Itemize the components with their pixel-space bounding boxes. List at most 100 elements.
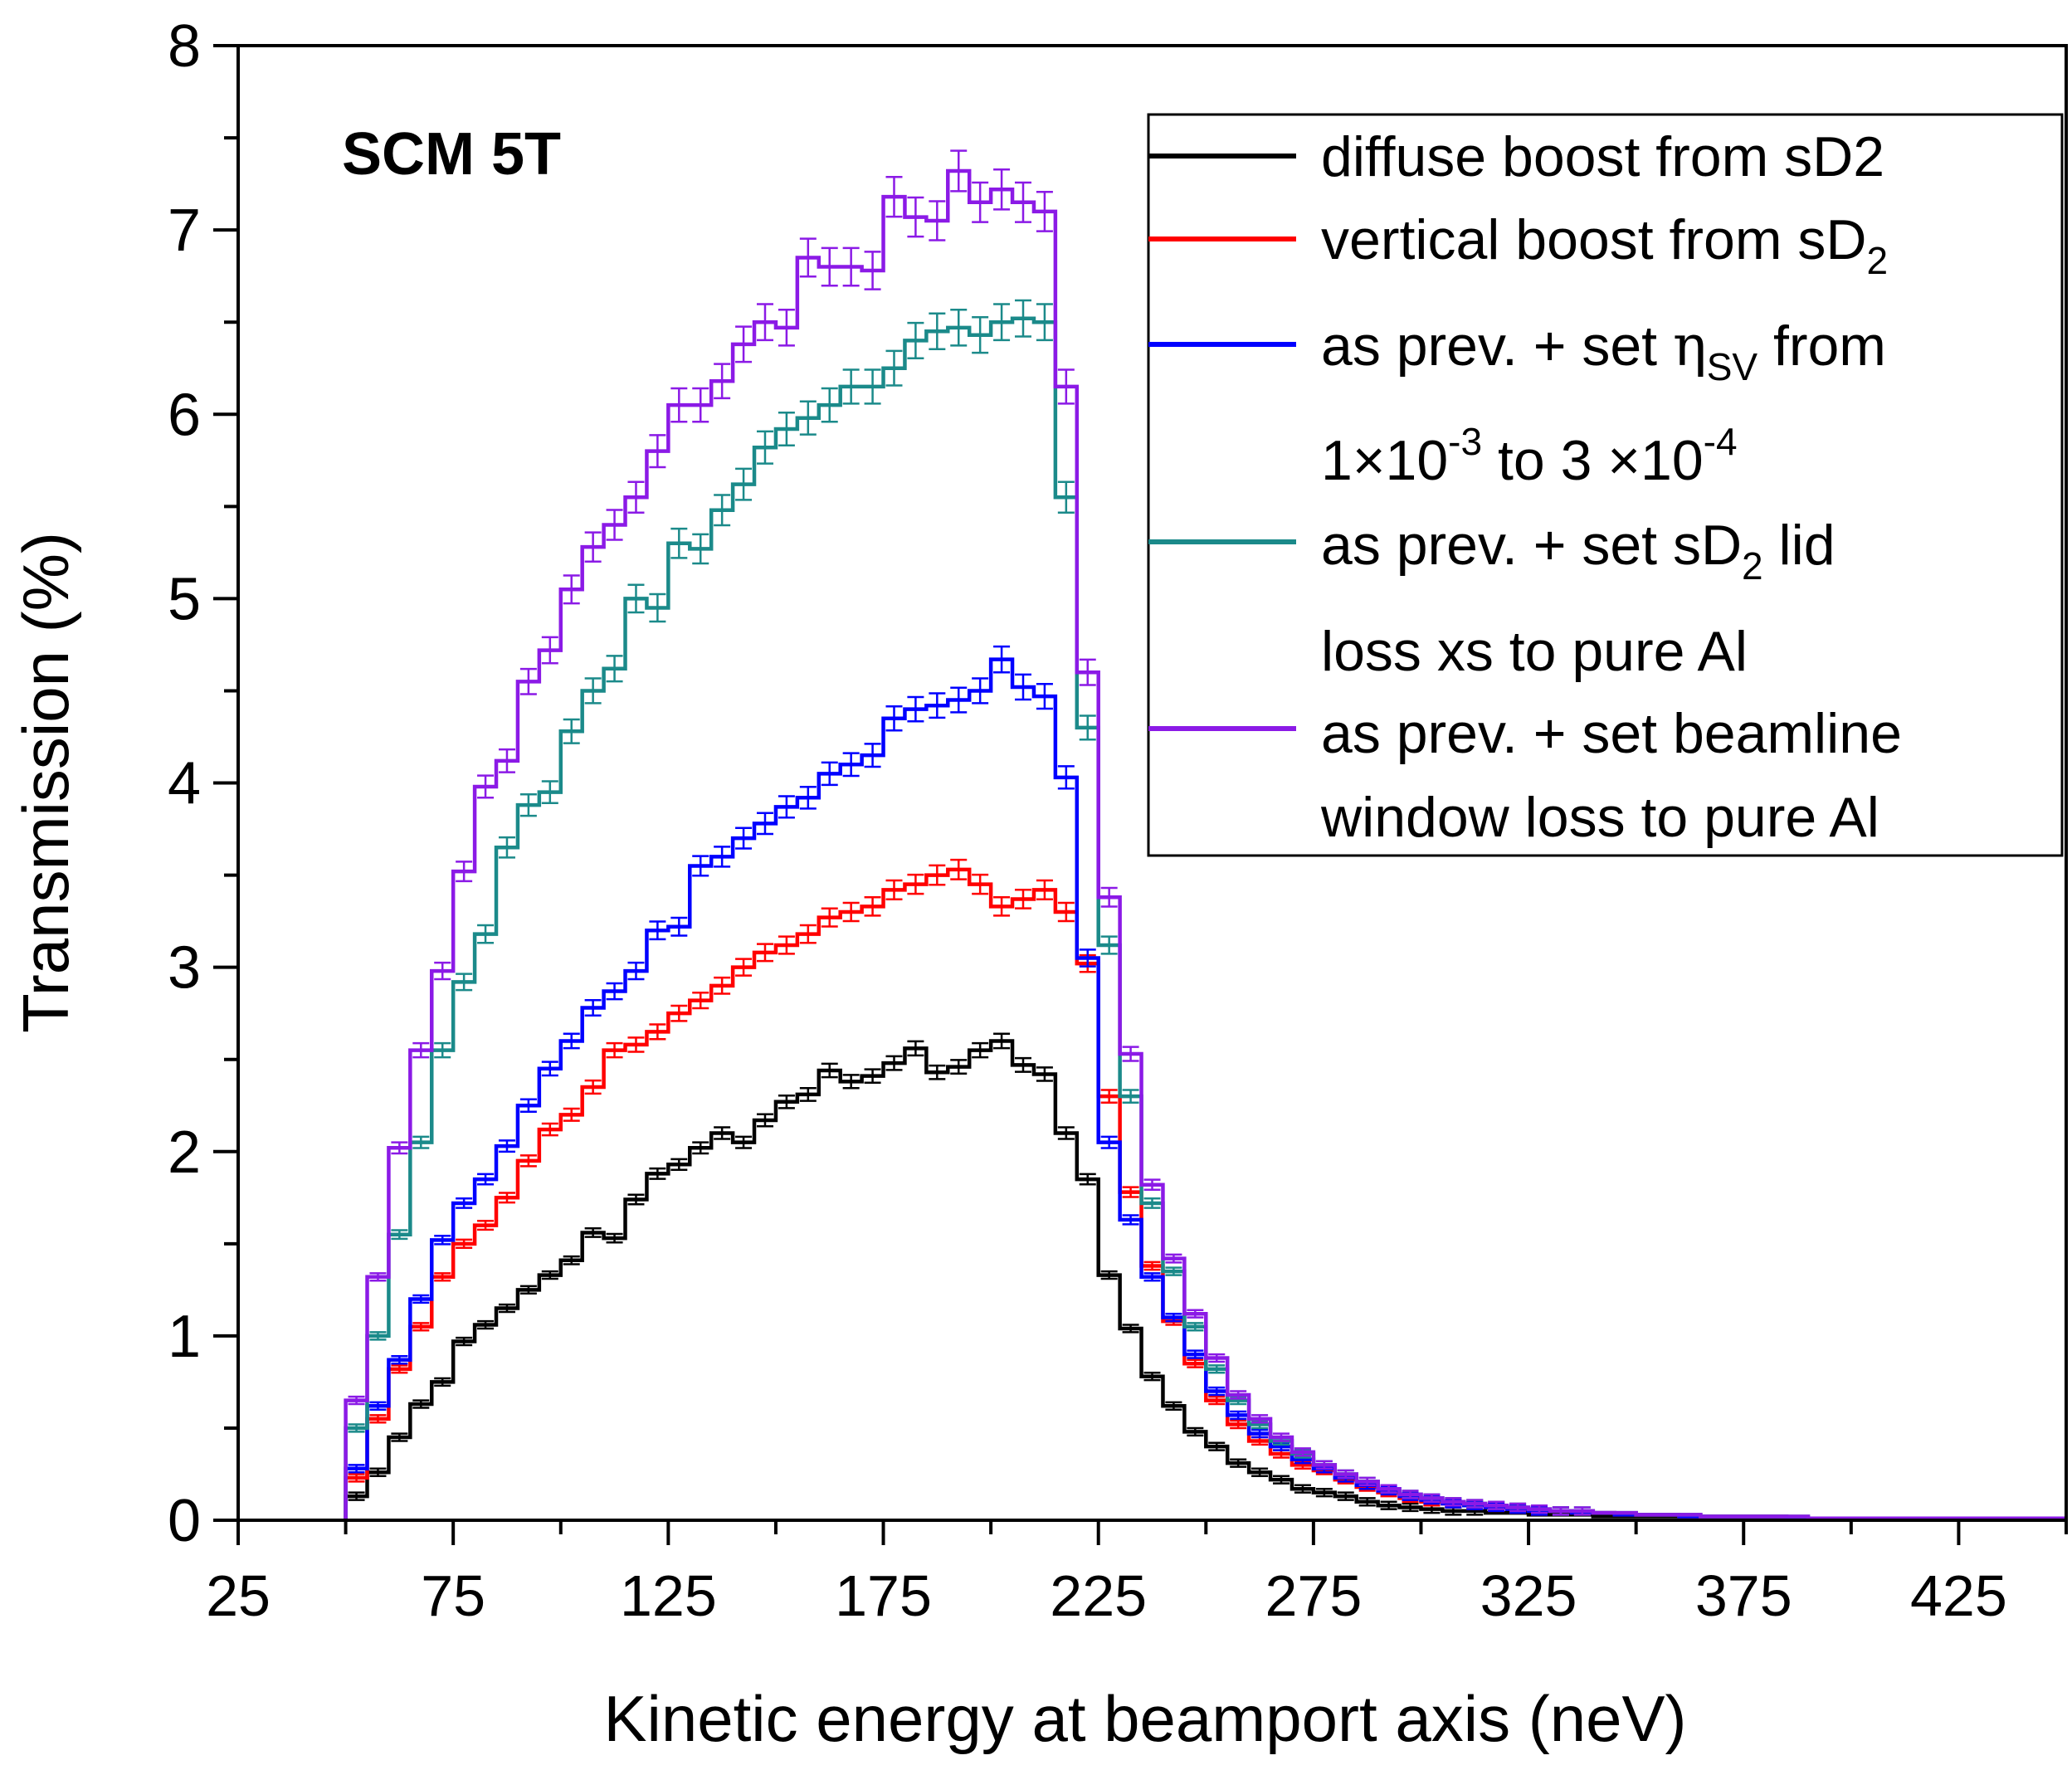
error-bar <box>1208 1441 1226 1451</box>
error-bar <box>1337 1469 1354 1480</box>
error-bar <box>606 982 623 1001</box>
error-bar <box>1057 901 1075 923</box>
error-bar <box>369 1272 387 1282</box>
error-bar <box>519 792 537 817</box>
series-5 <box>344 149 2066 1521</box>
error-bar <box>1294 1447 1311 1457</box>
legend-label-eta-line2: 1×10-3 to 3 ×10-4 <box>1321 420 1738 492</box>
error-bar <box>842 1074 860 1090</box>
error-bar <box>1531 1504 1548 1514</box>
error-bar <box>627 961 645 981</box>
error-bar <box>1014 299 1031 338</box>
error-bar <box>391 1141 408 1155</box>
error-bar <box>1466 1499 1484 1509</box>
error-bar <box>907 695 924 723</box>
error-bar <box>993 645 1011 674</box>
error-bar <box>477 1173 495 1186</box>
y-tick-label: 4 <box>168 751 201 817</box>
error-bar <box>714 1126 731 1140</box>
y-tick-label: 5 <box>168 566 201 632</box>
error-bar <box>434 1272 451 1282</box>
error-bar <box>842 752 860 778</box>
error-bar <box>1208 1386 1226 1397</box>
y-axis-title: Transmission (%) <box>9 532 82 1033</box>
error-bar <box>1122 1186 1139 1198</box>
error-bar <box>627 480 645 514</box>
series-step-line <box>344 867 2066 1521</box>
error-bar <box>348 1473 365 1483</box>
error-bar <box>519 1098 537 1113</box>
error-bar <box>498 1192 515 1204</box>
error-bar <box>391 1229 408 1241</box>
error-bar <box>799 785 817 810</box>
error-bar <box>1079 948 1096 968</box>
x-axis: 25 75 125 175 225 275 325 375 425 <box>206 1520 2068 1628</box>
error-bar <box>756 943 773 963</box>
error-bar <box>584 998 602 1017</box>
error-bar <box>541 1270 558 1280</box>
error-bar <box>799 237 817 278</box>
error-bar <box>692 1141 709 1155</box>
error-bar <box>864 368 881 405</box>
error-bar <box>993 303 1011 342</box>
series-step-line <box>344 1039 2066 1521</box>
error-bar <box>692 533 709 565</box>
error-bar <box>563 574 580 605</box>
error-bar <box>1100 1135 1118 1149</box>
error-bar <box>563 1032 580 1050</box>
error-bar <box>1230 1458 1247 1468</box>
error-bar <box>391 1432 408 1442</box>
error-bar <box>1079 658 1096 686</box>
error-bar <box>649 434 666 469</box>
y-axis: 0 1 2 3 4 5 6 7 8 <box>168 13 238 1554</box>
error-bar <box>1014 1056 1031 1073</box>
error-bar <box>456 1336 473 1347</box>
error-bar <box>993 895 1011 917</box>
x-tick-label: 175 <box>835 1563 932 1628</box>
error-bar <box>821 387 838 423</box>
error-bar <box>1165 1253 1182 1264</box>
error-bar <box>929 1064 946 1080</box>
error-bar <box>756 1113 773 1128</box>
error-bar <box>1230 1390 1247 1400</box>
error-bar <box>692 387 709 423</box>
error-bar <box>1100 1089 1118 1104</box>
y-tick-label: 2 <box>168 1119 201 1186</box>
error-bar <box>1187 1322 1204 1332</box>
error-bar <box>563 1255 580 1265</box>
error-bar <box>563 1107 580 1122</box>
error-bar <box>498 748 515 773</box>
error-bar <box>434 1377 451 1387</box>
error-bar <box>1165 1401 1182 1411</box>
legend-label-window-line1: as prev. + set beamline <box>1321 702 1902 765</box>
error-bar <box>1230 1410 1247 1421</box>
error-bar <box>885 349 903 387</box>
error-bar <box>1230 1419 1247 1430</box>
error-bar <box>670 1004 688 1022</box>
error-bar <box>778 309 795 347</box>
error-bar <box>1143 1178 1161 1192</box>
series-1 <box>344 1032 2066 1521</box>
error-bar <box>950 1059 968 1075</box>
error-bar <box>1187 1358 1204 1368</box>
error-bar <box>950 686 968 714</box>
error-bar <box>1143 1260 1161 1271</box>
error-bar <box>714 494 731 527</box>
error-bar <box>907 321 924 359</box>
error-bar <box>1014 673 1031 701</box>
error-bar <box>1208 1364 1226 1374</box>
error-bar <box>972 1041 989 1059</box>
error-bar <box>1208 1395 1226 1406</box>
error-bar <box>929 312 946 351</box>
error-bar <box>1187 1309 1204 1319</box>
legend: diffuse boost from sD2 vertical boost fr… <box>1147 113 2064 857</box>
error-bar <box>348 1395 365 1406</box>
error-bar <box>649 1167 666 1180</box>
error-bar <box>1014 888 1031 909</box>
error-bar <box>929 200 946 241</box>
error-bar <box>1165 1266 1182 1276</box>
error-bar <box>670 1158 688 1171</box>
error-bar <box>627 1193 645 1206</box>
error-bar <box>477 774 495 799</box>
